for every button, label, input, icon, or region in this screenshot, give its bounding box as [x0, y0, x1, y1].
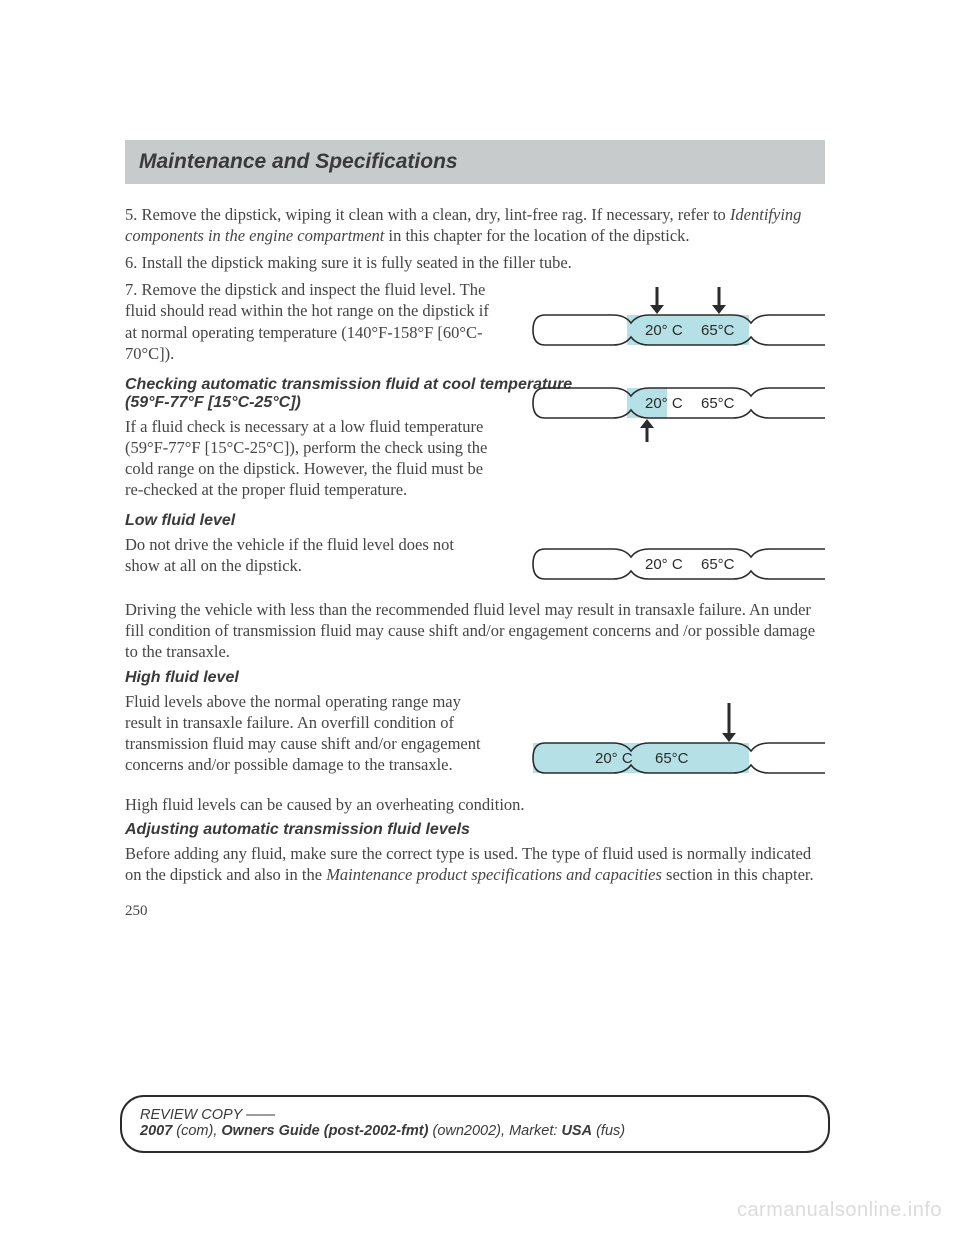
svg-text:20° C: 20° C: [645, 322, 683, 339]
step-7: 7. Remove the dipstick and inspect the f…: [125, 279, 489, 363]
watermark: carmanualsonline.info: [737, 1199, 942, 1222]
text: (59°F-77°F [15°C-25°C]): [125, 394, 301, 411]
svg-text:20° C: 20° C: [645, 556, 683, 573]
low-fluid-text-2: Driving the vehicle with less than the r…: [125, 599, 825, 662]
heading-adjusting: Adjusting automatic transmission fluid l…: [125, 821, 825, 839]
text: in this chapter for the location of the …: [384, 226, 689, 245]
heading-low-fluid: Low fluid level: [125, 512, 825, 530]
high-fluid-text-2: High fluid levels can be caused by an ov…: [125, 794, 825, 815]
cool-temp-text: If a fluid check is necessary at a low f…: [125, 416, 489, 500]
text: section in this chapter.: [662, 865, 814, 884]
low-fluid-row: Do not drive the vehicle if the fluid le…: [125, 534, 825, 593]
text: 2007: [140, 1123, 172, 1139]
footer-line-1: REVIEW COPY ——: [140, 1107, 810, 1123]
svg-text:65°C: 65°C: [701, 322, 735, 339]
text: REVIEW COPY ——: [140, 1107, 275, 1123]
dipstick-diagram-hot: 20° C 65°C: [503, 279, 825, 360]
text: (com),: [172, 1123, 221, 1139]
svg-text:65°C: 65°C: [655, 750, 689, 767]
svg-text:20° C: 20° C: [595, 750, 633, 767]
adjusting-text: Before adding any fluid, make sure the c…: [125, 843, 825, 885]
dipstick-diagram-low: 20° C 65°C: [503, 540, 825, 593]
high-fluid-text-1: Fluid levels above the normal operating …: [125, 691, 489, 775]
svg-text:65°C: 65°C: [701, 395, 735, 412]
page-number: 250: [125, 903, 825, 920]
text-italic: Maintenance product specifications and c…: [326, 865, 662, 884]
dipstick-diagram-high: 20° C 65°C: [503, 695, 825, 788]
cool-temp-row: If a fluid check is necessary at a low f…: [125, 416, 825, 506]
section-header: Maintenance and Specifications: [125, 140, 825, 184]
step-5: 5. Remove the dipstick, wiping it clean …: [125, 204, 825, 246]
low-fluid-text-1: Do not drive the vehicle if the fluid le…: [125, 534, 489, 576]
section-title: Maintenance and Specifications: [139, 150, 458, 173]
dipstick-diagram-cool: 20° C 65°C: [503, 382, 825, 463]
svg-text:20° C: 20° C: [645, 395, 683, 412]
heading-high-fluid: High fluid level: [125, 669, 825, 687]
step-7-row: 7. Remove the dipstick and inspect the f…: [125, 279, 825, 369]
text: (fus): [592, 1123, 625, 1139]
text: (own2002), Market:: [428, 1123, 561, 1139]
footer-line-2: 2007 (com), Owners Guide (post-2002-fmt)…: [140, 1123, 810, 1139]
step-6: 6. Install the dipstick making sure it i…: [125, 252, 825, 273]
page-content: Maintenance and Specifications 5. Remove…: [125, 140, 825, 920]
footer-box: REVIEW COPY —— 2007 (com), Owners Guide …: [120, 1095, 830, 1153]
svg-text:65°C: 65°C: [701, 556, 735, 573]
text: 5. Remove the dipstick, wiping it clean …: [125, 205, 730, 224]
high-fluid-row: Fluid levels above the normal operating …: [125, 691, 825, 788]
text: USA: [561, 1123, 592, 1139]
text: Owners Guide (post-2002-fmt): [221, 1123, 428, 1139]
